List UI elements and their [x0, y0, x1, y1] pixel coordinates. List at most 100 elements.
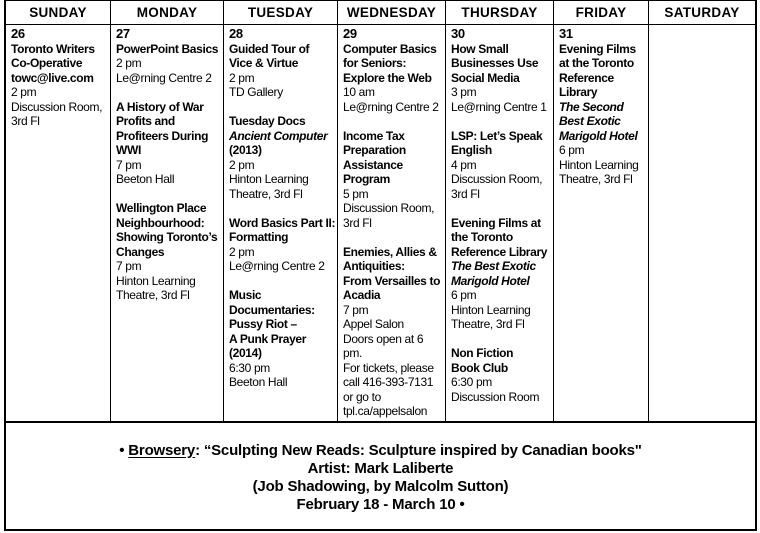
event-line: (2014) [229, 346, 262, 360]
event-line: call 416-393-7131 [343, 375, 434, 389]
event-line: Assistance [343, 157, 403, 172]
event-line: Profiteers During [116, 128, 209, 143]
date-number: 30 [451, 26, 465, 41]
calendar: SUNDAY 26 Toronto Writers Co-Operative towc@… [4, 0, 757, 531]
event-line: The Second [559, 99, 624, 114]
event-line: Beeton Hall [116, 172, 175, 186]
event: Music Documentaries: Pussy Riot – A Punk Pr… [229, 288, 337, 390]
event-line: 2 pm [116, 56, 142, 70]
event-line: 3rd Fl [11, 114, 40, 128]
event-line: 6:30 pm [451, 375, 492, 389]
event-line: 2 pm [229, 157, 255, 172]
event-line: Income Tax [343, 128, 405, 143]
event-line: Vice & Virtue [229, 56, 299, 70]
event-line: Formatting [229, 230, 289, 244]
event-line: Ancient Computer [229, 128, 328, 143]
event-line: Documentaries: [229, 302, 315, 317]
event-line: Showing Toronto’s [116, 230, 218, 244]
event-line: Book Club [451, 360, 508, 375]
event-line: for Seniors: [343, 56, 407, 70]
event-line: A History of War [116, 99, 204, 114]
event-line: Music [229, 288, 262, 302]
event-line: Le@rning Centre 2 [229, 259, 325, 273]
browsery-link: Browsery [128, 442, 196, 459]
event-line: Theatre, 3rd Fl [116, 288, 190, 302]
event-line: 6:30 pm [229, 360, 270, 375]
event: Toronto Writers Co-Operative towc@live.com… [11, 42, 110, 129]
event-line: Social Media [451, 70, 520, 85]
event-line: 2 pm [229, 244, 255, 259]
exhibit-title: : “Sculpting New Reads: Sculpture inspir… [195, 442, 642, 459]
header-friday: FRIDAY [554, 1, 649, 25]
event-line: Antiquities: [343, 259, 405, 273]
event-line: Acadia [343, 288, 381, 302]
event-line: How Small [451, 41, 509, 56]
event-line: Discussion Room, [451, 172, 543, 186]
day-cell-saturday [649, 25, 755, 421]
event-line: Beeton Hall [229, 375, 288, 389]
header-thursday: THURSDAY [446, 1, 554, 25]
event-line: Hinton Learning [559, 157, 639, 172]
event-line: Profits and [116, 114, 175, 128]
event-line: 3rd Fl [451, 186, 480, 201]
event-line: the Toronto [451, 230, 513, 244]
event-line: Program [343, 172, 390, 186]
event-line: Hinton Learning [229, 172, 309, 186]
event-line: 3rd Fl [343, 215, 372, 230]
event-line: TD Gallery [229, 85, 283, 99]
header-saturday: SATURDAY [649, 1, 755, 25]
event-line: 3 pm [451, 85, 477, 99]
event-line: Pussy Riot – [229, 317, 297, 331]
credit-line: (Job Shadowing, by Malcolm Sutton) [252, 478, 509, 495]
event-line: Businesses Use [451, 56, 539, 70]
event-line: Non Fiction [451, 346, 514, 360]
footer-announcement: • Browsery: “Sculpting New Reads: Sculpt… [6, 421, 755, 529]
event-line: PowerPoint Basics [116, 41, 219, 56]
event: Word Basics Part II: Formatting 2 pm Le@rni… [229, 216, 337, 274]
event: Guided Tour of Vice & Virtue 2 pm TD Galler… [229, 42, 337, 100]
event-line: Marigold Hotel [559, 128, 638, 143]
event: PowerPoint Basics 2 pm Le@rning Centre 2 [116, 42, 223, 86]
event: Evening Films at the Toronto Reference Libr… [559, 42, 648, 187]
event-line: A Punk Prayer [229, 331, 307, 346]
event-line: Enemies, Allies & [343, 244, 437, 259]
event-line: 10 am [343, 85, 375, 99]
date-number: 29 [343, 26, 357, 41]
event: Income Tax Preparation Assistance Program 5 … [343, 129, 445, 231]
event-line: Evening Films at [451, 215, 541, 230]
event-line: Library [559, 85, 598, 99]
artist-line: Artist: Mark Laliberte [307, 460, 454, 477]
bullet: • [119, 442, 129, 459]
event: Enemies, Allies & Antiquities: From Versai… [343, 245, 445, 419]
header-wednesday: WEDNESDAY [338, 1, 446, 25]
event-line: Theatre, 3rd Fl [559, 172, 633, 186]
day-cell-friday: 31 Evening Films at the Toronto Reference Li… [554, 25, 649, 421]
event-line: 7 pm [116, 157, 142, 172]
date-number: 28 [229, 26, 243, 41]
event: How Small Businesses Use Social Media 3 pm L… [451, 42, 553, 115]
event-line: Theatre, 3rd Fl [451, 317, 525, 331]
day-cell-wednesday: 29 Computer Basics for Seniors: Explore the… [338, 25, 446, 421]
event: LSP: Let’s Speak English 4 pm Discussion Ro… [451, 129, 553, 202]
event-line: or go to [343, 389, 381, 404]
event-line: For tickets, please [343, 360, 434, 375]
day-cell-sunday: 26 Toronto Writers Co-Operative towc@live.c… [6, 25, 111, 421]
event-line: WWI [116, 143, 141, 157]
header-sunday: SUNDAY [6, 1, 111, 25]
day-cell-monday: 27 PowerPoint Basics 2 pm Le@rning Centre 2… [111, 25, 224, 421]
event-line: Discussion Room, [343, 201, 435, 215]
header-monday: MONDAY [111, 1, 224, 25]
event-line: Word Basics Part II: [229, 215, 336, 230]
event: Wellington Place Neighbourhood: Showing To… [116, 201, 223, 303]
event: A History of War Profits and Profiteers Du… [116, 100, 223, 187]
event-line: pm. [343, 346, 362, 360]
event-line: 6 pm [451, 288, 477, 302]
event: Computer Basics for Seniors: Explore the W… [343, 42, 445, 115]
event-line: Discussion Room, [11, 99, 103, 114]
date-number: 31 [559, 26, 573, 41]
event-line: Neighbourhood: [116, 215, 205, 230]
event-line: Preparation [343, 143, 406, 157]
event-line: Best Exotic [559, 114, 621, 128]
event-line: Le@rning Centre 1 [451, 99, 547, 114]
event-line: English [451, 143, 492, 157]
